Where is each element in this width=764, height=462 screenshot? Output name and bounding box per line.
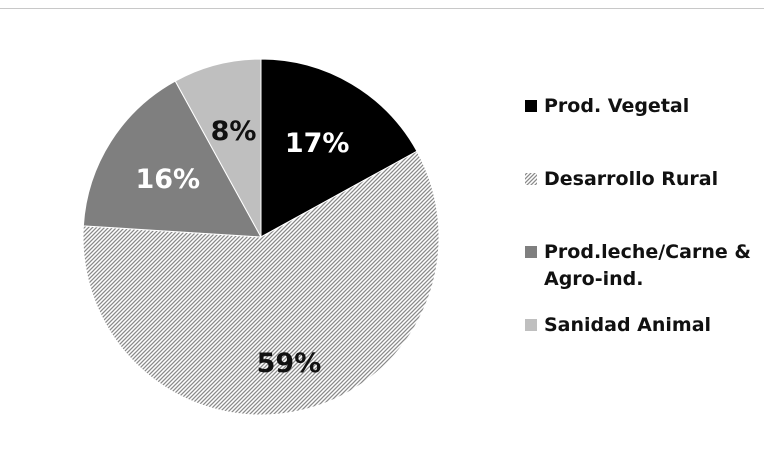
pie-slice-3 xyxy=(82,80,262,238)
top-divider xyxy=(0,8,764,9)
legend-swatch-3 xyxy=(525,246,537,258)
pie-percent-label-4: 8% xyxy=(211,116,257,147)
legend-label-2: Desarrollo Rural xyxy=(544,168,718,190)
legend: Prod. Vegetal Desarrollo Rural Prod.leche/… xyxy=(525,95,751,336)
legend-swatch-2 xyxy=(525,173,537,185)
pie-slice-4 xyxy=(174,58,262,238)
pie-percent-label-2: 59% xyxy=(257,348,322,379)
legend-swatch-1 xyxy=(525,100,537,112)
legend-label-1: Prod. Vegetal xyxy=(544,95,689,117)
pie-slice-2 xyxy=(82,150,440,416)
pie-slice-1 xyxy=(260,58,418,238)
legend-swatch-4 xyxy=(525,319,537,331)
pie-slices xyxy=(82,58,440,416)
pie-percent-label-3: 16% xyxy=(135,164,200,195)
pie-percent-labels: 17% 59% 16% 8% xyxy=(135,116,349,379)
legend-label-4: Sanidad Animal xyxy=(544,314,711,336)
legend-label-3: Prod.leche/Carne & Agro-ind. xyxy=(544,241,751,290)
pie-percent-label-1: 17% xyxy=(285,128,350,159)
